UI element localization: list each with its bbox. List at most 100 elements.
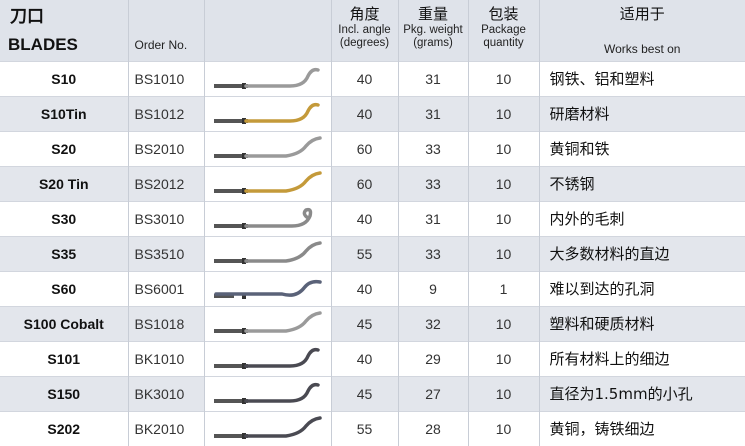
angle-cn: 角度 (332, 0, 398, 24)
blade-name: S20 Tin (0, 166, 128, 201)
works-best-on: 黄铜和铁 (539, 131, 745, 166)
quantity-value: 10 (468, 306, 539, 341)
blade-image (212, 414, 324, 444)
works-best-on: 黄铜，铸铁细边 (539, 411, 745, 446)
blade-edge (246, 418, 320, 436)
order-number: BS1018 (128, 306, 204, 341)
works-best-on: 所有材料上的细边 (539, 341, 745, 376)
blade-name: S30 (0, 201, 128, 236)
order-number: BS1012 (128, 96, 204, 131)
blade-name: S60 (0, 271, 128, 306)
works-best-on: 研磨材料 (539, 96, 745, 131)
blade-edge (246, 173, 320, 191)
weight-value: 9 (398, 271, 468, 306)
order-number: BK1010 (128, 341, 204, 376)
pack-en2: quantity (469, 37, 539, 50)
order-number: BS3010 (128, 201, 204, 236)
title-en: BLADES (0, 27, 128, 55)
blade-name: S35 (0, 236, 128, 271)
blade-image-cell (204, 61, 331, 96)
blade-image (212, 239, 324, 269)
weight-en1: Pkg. weight (399, 24, 468, 37)
order-number: BS3510 (128, 236, 204, 271)
order-label: Order No. (129, 0, 204, 52)
quantity-value: 10 (468, 131, 539, 166)
quantity-value: 10 (468, 201, 539, 236)
blade-image-cell (204, 236, 331, 271)
blade-name: S100 Cobalt (0, 306, 128, 341)
quantity-value: 10 (468, 96, 539, 131)
order-number: BS2010 (128, 131, 204, 166)
blade-edge (246, 349, 318, 365)
blade-edge (246, 243, 320, 261)
header-pack-cell: 包装 Package quantity (468, 0, 539, 61)
angle-value: 40 (331, 201, 398, 236)
weight-value: 31 (398, 96, 468, 131)
weight-value: 33 (398, 236, 468, 271)
weight-value: 29 (398, 341, 468, 376)
blade-edge (246, 69, 318, 85)
blade-image (212, 99, 324, 129)
works-en: Works best on (540, 24, 745, 56)
works-cn: 适用于 (540, 0, 745, 24)
blade-image-cell (204, 306, 331, 341)
blade-edge (216, 281, 320, 295)
blade-name: S202 (0, 411, 128, 446)
weight-value: 31 (398, 61, 468, 96)
works-best-on: 大多数材料的直边 (539, 236, 745, 271)
order-number: BS6001 (128, 271, 204, 306)
quantity-value: 10 (468, 236, 539, 271)
works-best-on: 不锈钢 (539, 166, 745, 201)
weight-en2: (grams) (399, 37, 468, 50)
order-number: BK3010 (128, 376, 204, 411)
blade-name: S150 (0, 376, 128, 411)
header-works-cell: 适用于 Works best on (539, 0, 745, 61)
weight-value: 27 (398, 376, 468, 411)
quantity-value: 10 (468, 411, 539, 446)
angle-value: 60 (331, 166, 398, 201)
works-best-on: 钢铁、铝和塑料 (539, 61, 745, 96)
blade-image-cell (204, 411, 331, 446)
angle-value: 55 (331, 236, 398, 271)
works-best-on: 塑料和硬质材料 (539, 306, 745, 341)
blade-name: S10 (0, 61, 128, 96)
title-cn: 刀口 (0, 0, 128, 27)
angle-value: 45 (331, 306, 398, 341)
blade-image-cell (204, 96, 331, 131)
quantity-value: 1 (468, 271, 539, 306)
angle-value: 55 (331, 411, 398, 446)
blade-name: S20 (0, 131, 128, 166)
weight-value: 31 (398, 201, 468, 236)
blade-edge (246, 209, 311, 225)
order-number: BK2010 (128, 411, 204, 446)
quantity-value: 10 (468, 166, 539, 201)
angle-en2: (degrees) (332, 37, 398, 50)
works-best-on: 内外的毛刺 (539, 201, 745, 236)
blade-image-cell (204, 166, 331, 201)
blade-image-cell (204, 341, 331, 376)
quantity-value: 10 (468, 61, 539, 96)
weight-value: 33 (398, 131, 468, 166)
header-row: 刀口 BLADES Order No. 角度 Incl. angle (degr… (0, 0, 745, 61)
weight-value: 32 (398, 306, 468, 341)
header-order-cell: Order No. (128, 0, 204, 61)
angle-value: 40 (331, 271, 398, 306)
angle-value: 45 (331, 376, 398, 411)
weight-cn: 重量 (399, 0, 468, 24)
blade-image (212, 134, 324, 164)
blade-image (212, 169, 324, 199)
angle-value: 40 (331, 61, 398, 96)
blade-image (212, 344, 324, 374)
angle-en1: Incl. angle (332, 24, 398, 37)
blade-image (212, 204, 324, 234)
quantity-value: 10 (468, 341, 539, 376)
